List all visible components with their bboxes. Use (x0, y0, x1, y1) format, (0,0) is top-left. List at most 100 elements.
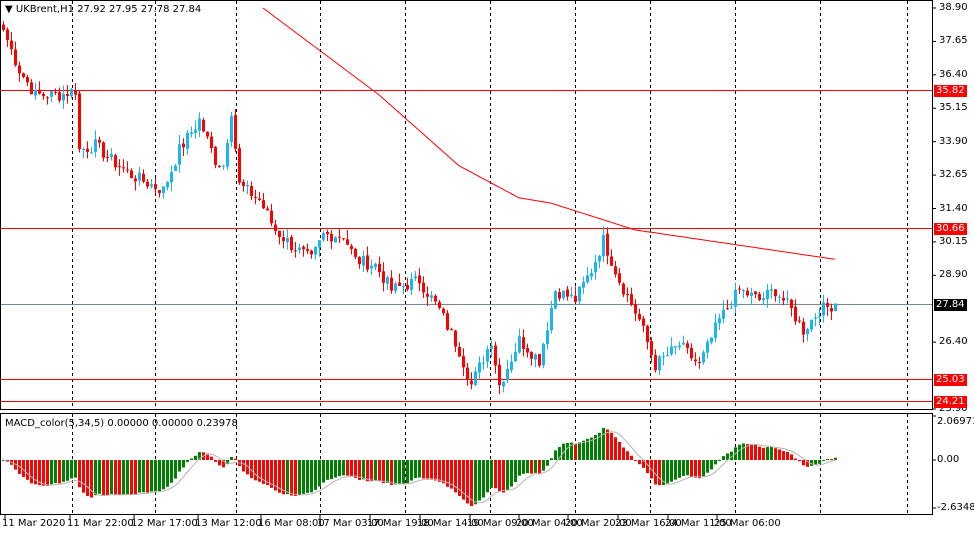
macd-histogram-bar (826, 459, 829, 461)
indicator-title: MACD_color(5,34,5) 0.00000 0.00000 0.239… (5, 418, 238, 429)
macd-histogram-bar (818, 460, 821, 464)
candle-body (734, 289, 737, 307)
macd-histogram-bar (742, 443, 745, 460)
macd-histogram-bar (318, 460, 321, 487)
macd-histogram-bar (290, 460, 293, 496)
macd-histogram-bar (702, 460, 705, 477)
macd-histogram-bar (246, 460, 249, 475)
candle-body (622, 283, 625, 295)
candle-body (410, 279, 413, 290)
candle-body (146, 181, 149, 187)
macd-histogram-bar (610, 432, 613, 460)
macd-histogram-bar (546, 460, 549, 466)
macd-histogram-bar (374, 460, 377, 481)
candle-body (550, 307, 553, 331)
macd-histogram-bar (446, 460, 449, 487)
candle-body (382, 271, 385, 283)
candle-body (598, 255, 601, 262)
symbol-header[interactable]: ▼ UKBrent,H1 27.92 27.95 27.78 27.84 (5, 4, 201, 16)
macd-histogram-bar (406, 460, 409, 484)
macd-histogram-bar (194, 455, 197, 460)
main-pane-border (0, 0, 933, 410)
indicator-tick: 0.00 (937, 454, 960, 465)
candle-body (814, 317, 817, 319)
candle-body (26, 77, 29, 83)
macd-histogram-bar (622, 447, 625, 460)
candle-body (130, 170, 133, 179)
macd-histogram-bar (690, 460, 693, 477)
candle-body (310, 250, 313, 255)
macd-histogram-bar (54, 460, 57, 484)
macd-histogram-bar (214, 460, 217, 462)
candle-body (142, 173, 145, 182)
macd-histogram-bar (358, 460, 361, 481)
macd-histogram-bar (38, 460, 41, 486)
macd-histogram-bar (770, 446, 773, 460)
macd-histogram-bar (30, 460, 33, 484)
candle-body (490, 346, 493, 349)
macd-histogram-bar (426, 460, 429, 480)
macd-histogram-bar (62, 460, 65, 482)
macd-histogram-bar (662, 460, 665, 486)
candle-body (186, 132, 189, 149)
macd-histogram-bar (534, 460, 537, 473)
candle-body (782, 297, 785, 301)
indicator-pane-border (0, 413, 933, 515)
candle-body (358, 256, 361, 265)
candle-body (190, 132, 193, 135)
candle-body (726, 308, 729, 310)
macd-histogram-bar (718, 460, 721, 461)
price-tick-label: 38.90 (939, 2, 968, 13)
macd-histogram-bar (714, 460, 717, 465)
macd-histogram-bar (322, 460, 325, 483)
macd-histogram-bar (582, 440, 585, 460)
candle-body (494, 345, 497, 366)
candle-body (270, 210, 273, 224)
candle-body (66, 94, 69, 97)
macd-histogram-bar (46, 460, 49, 486)
macd-histogram-bar (398, 460, 401, 485)
candle-body (562, 290, 565, 299)
candle-body (730, 307, 733, 309)
macd-histogram-bar (790, 454, 793, 460)
candle-body (414, 276, 417, 279)
time-tick-label: 20 Mar 04:00 (516, 518, 583, 529)
macd-histogram-bar (698, 460, 701, 479)
candle-body (78, 93, 81, 150)
candle-body (762, 298, 765, 300)
macd-histogram-bar (114, 460, 117, 496)
candle-body (566, 289, 569, 297)
candle-body (158, 190, 161, 193)
candle-body (70, 88, 73, 97)
macd-histogram-bar (74, 460, 77, 478)
macd-histogram-bar (286, 460, 289, 495)
candle-body (802, 321, 805, 335)
candle-body (58, 92, 61, 101)
macd-histogram-bar (494, 460, 497, 489)
indicator-tick: -2.6348 (937, 502, 974, 513)
candle-body (482, 362, 485, 364)
candle-body (586, 275, 589, 283)
macd-histogram-bar (394, 460, 397, 485)
price-tick-label: 33.90 (939, 135, 968, 147)
dropdown-triangle-icon[interactable]: ▼ (5, 4, 13, 15)
macd-histogram-bar (90, 460, 93, 498)
candle-body (614, 266, 617, 275)
candle-body (442, 308, 445, 314)
macd-histogram-bar (70, 460, 73, 479)
candle-body (618, 273, 621, 283)
candle-body (630, 294, 633, 305)
macd-histogram-bar (306, 460, 309, 493)
macd-histogram-bar (522, 460, 525, 474)
candle-body (398, 282, 401, 287)
macd-histogram-bar (218, 460, 221, 466)
candle-body (438, 302, 441, 308)
candle-body (678, 345, 681, 348)
candle-body (766, 289, 769, 300)
macd-histogram-bar (26, 460, 29, 480)
macd-histogram-bar (390, 460, 393, 485)
candle-body (546, 330, 549, 345)
macd-histogram-bar (626, 451, 629, 460)
